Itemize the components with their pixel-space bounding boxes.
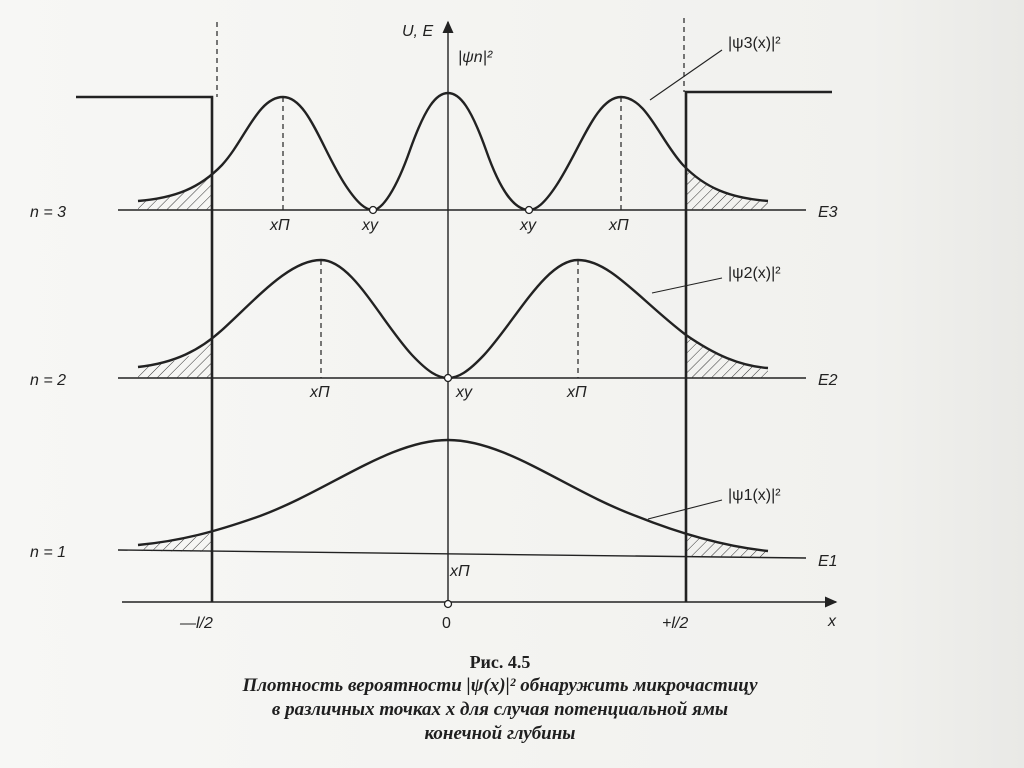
label-xp-n3-2: xП [608, 217, 629, 234]
psi1-curve [137, 438, 769, 553]
x-axis-label: x [827, 613, 837, 630]
hatch-n3-right [686, 170, 768, 210]
potential-wall-left [76, 95, 214, 602]
label-xp-n3-1: xП [269, 217, 290, 234]
y-axis-label: U, E [402, 23, 433, 40]
label-e1: E1 [818, 553, 838, 570]
hatch-n1-left [138, 533, 212, 552]
label-n3: n = 3 [30, 204, 66, 221]
caption-title: Рис. 4.5 [469, 652, 531, 672]
psi2-curve [137, 258, 769, 380]
label-xu-n3-1: xу [361, 217, 379, 234]
psi3-curve [137, 91, 769, 212]
caption-line-2: в различных точках x для случая потенциа… [271, 699, 729, 720]
label-psi1: |ψ1(x)|² [728, 487, 781, 504]
label-xu-n2: xу [455, 384, 473, 401]
psi2-leader [651, 277, 723, 294]
tick-left-wall: —l/2 [179, 615, 213, 632]
label-psi3: |ψ3(x)|² [728, 35, 781, 52]
potential-well-diagram: U, E |ψn|² x n = 3 n = 2 n = 1 E3 E2 E1 … [30, 18, 838, 632]
label-xp-n1: xП [449, 563, 470, 580]
node-n3-left [368, 205, 378, 215]
label-xp-n2-2: xП [566, 384, 587, 401]
label-psi2: |ψ2(x)|² [728, 265, 781, 282]
figure-caption: Рис. 4.5 Плотность вероятности |ψ(x)|² о… [0, 650, 1000, 746]
hatch-n3-left [138, 175, 212, 210]
label-n2: n = 2 [30, 372, 66, 389]
label-e2: E2 [818, 372, 838, 389]
caption-line-1: Плотность вероятности |ψ(x)|² обнаружить… [242, 675, 758, 696]
node-n2-center [443, 373, 453, 383]
hatch-n2-right [686, 335, 768, 378]
tick-right-wall: +l/2 [662, 615, 688, 632]
psi1-leader [647, 499, 723, 520]
label-xp-n2-1: xП [309, 384, 330, 401]
psi-axis-label: |ψn|² [458, 49, 493, 66]
potential-wall-right [684, 90, 832, 602]
label-xu-n3-2: xу [519, 217, 537, 234]
psi3-leader [649, 49, 723, 101]
node-n3-right [524, 205, 534, 215]
origin-point [443, 599, 453, 609]
caption-line-3: конечной глубины [424, 723, 576, 744]
label-n1: n = 1 [30, 544, 66, 561]
label-e3: E3 [818, 204, 838, 221]
tick-origin: 0 [442, 615, 451, 632]
hatch-n2-left [138, 342, 212, 378]
